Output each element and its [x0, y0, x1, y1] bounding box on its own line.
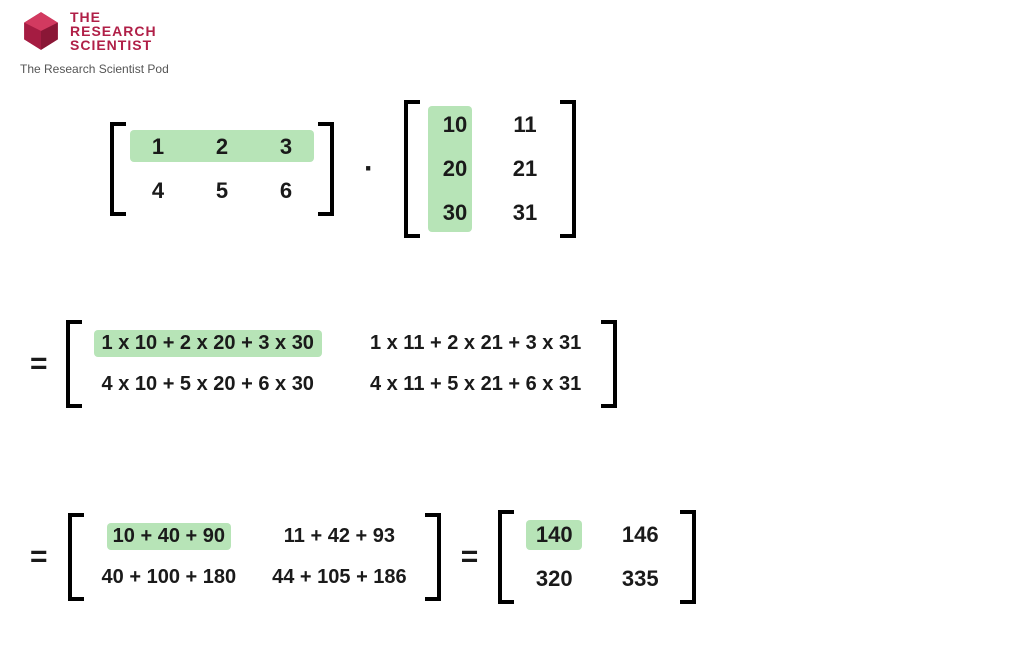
equals-sign: =	[30, 347, 48, 381]
equals-sign: =	[30, 540, 48, 574]
matrix-sums: 10 + 40 + 90 11 + 42 + 93 40 + 100 + 180…	[68, 513, 441, 601]
matrix-result: 140 146 320 335	[498, 510, 696, 604]
bracket-left	[66, 320, 82, 408]
cell-exp-0-1: 1 x 11 + 2 x 21 + 3 x 31	[362, 330, 589, 357]
cell-exp-1-1: 4 x 11 + 5 x 21 + 6 x 31	[362, 371, 589, 398]
logo-subtitle: The Research Scientist Pod	[20, 62, 169, 76]
bracket-right	[601, 320, 617, 408]
cell-b-2-0: 30	[432, 198, 478, 228]
bracket-right	[318, 122, 334, 216]
bracket-right	[560, 100, 576, 238]
cell-exp-0-0: 1 x 10 + 2 x 20 + 3 x 30	[94, 330, 322, 357]
cell-sum-1-0: 40 + 100 + 180	[96, 564, 243, 591]
logo-line-2: RESEARCH	[70, 24, 157, 38]
bracket-left	[404, 100, 420, 238]
cell-res-0-0: 140	[526, 520, 582, 550]
cell-b-1-0: 20	[432, 154, 478, 184]
logo-text: THE RESEARCH SCIENTIST	[70, 10, 157, 52]
equals-sign: =	[461, 540, 479, 574]
matrix-a: 1 2 3 4 5 6	[110, 122, 334, 216]
matrix-b: 10 11 20 21 30 31	[404, 100, 576, 238]
bracket-left	[110, 122, 126, 216]
cell-res-1-1: 335	[612, 564, 668, 594]
bracket-left	[498, 510, 514, 604]
cell-sum-0-0: 10 + 40 + 90	[107, 523, 231, 550]
cell-a-0-2: 3	[266, 132, 306, 162]
bracket-right	[680, 510, 696, 604]
cell-b-2-1: 31	[502, 198, 548, 228]
cell-res-1-0: 320	[526, 564, 582, 594]
diagram-canvas: THE RESEARCH SCIENTIST The Research Scie…	[0, 0, 1024, 667]
cell-sum-1-1: 44 + 105 + 186	[266, 564, 413, 591]
cell-exp-1-0: 4 x 10 + 5 x 20 + 6 x 30	[94, 371, 322, 398]
cell-a-1-1: 5	[202, 176, 242, 206]
logo-line-3: SCIENTIST	[70, 38, 157, 52]
matrix-expansion: 1 x 10 + 2 x 20 + 3 x 30 1 x 11 + 2 x 21…	[66, 320, 618, 408]
cell-a-1-2: 6	[266, 176, 306, 206]
cell-a-0-1: 2	[202, 132, 242, 162]
cell-res-0-1: 146	[612, 520, 668, 550]
equation-row-2: = 1 x 10 + 2 x 20 + 3 x 30 1 x 11 + 2 x …	[30, 320, 617, 408]
logo-icon	[20, 10, 62, 52]
cell-b-0-0: 10	[432, 110, 478, 140]
cell-b-1-1: 21	[502, 154, 548, 184]
cell-a-1-0: 4	[138, 176, 178, 206]
logo: THE RESEARCH SCIENTIST	[20, 10, 157, 52]
dot-operator: ·	[364, 152, 374, 186]
logo-line-1: THE	[70, 10, 157, 24]
cell-b-0-1: 11	[502, 110, 548, 140]
equation-row-3: = 10 + 40 + 90 11 + 42 + 93 40 + 100 + 1…	[30, 510, 696, 604]
cell-a-0-0: 1	[138, 132, 178, 162]
bracket-left	[68, 513, 84, 601]
cell-sum-0-1: 11 + 42 + 93	[278, 523, 401, 550]
equation-row-1: 1 2 3 4 5 6 · 10 11 20 21 30	[110, 100, 576, 238]
bracket-right	[425, 513, 441, 601]
